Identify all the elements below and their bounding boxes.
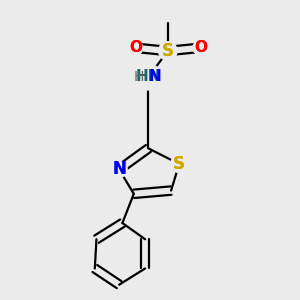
Text: O: O [194, 40, 207, 55]
Circle shape [128, 40, 142, 55]
Circle shape [111, 162, 127, 177]
Circle shape [193, 40, 208, 55]
Text: N: N [112, 160, 126, 178]
Text: O: O [194, 40, 207, 55]
Text: N: N [112, 160, 126, 178]
Text: H: H [134, 70, 145, 84]
Circle shape [171, 155, 188, 172]
Circle shape [111, 162, 127, 177]
Text: O: O [129, 40, 142, 55]
Text: S: S [173, 155, 185, 173]
Text: S: S [162, 42, 174, 60]
Text: O: O [129, 40, 142, 55]
Circle shape [193, 40, 208, 55]
Circle shape [159, 42, 177, 60]
Text: HN: HN [136, 70, 161, 85]
Circle shape [159, 42, 177, 60]
Circle shape [128, 40, 142, 55]
Text: N: N [148, 70, 161, 85]
Circle shape [137, 65, 160, 89]
Text: S: S [162, 42, 174, 60]
Circle shape [135, 64, 161, 90]
Text: S: S [173, 155, 185, 173]
Circle shape [171, 155, 188, 172]
